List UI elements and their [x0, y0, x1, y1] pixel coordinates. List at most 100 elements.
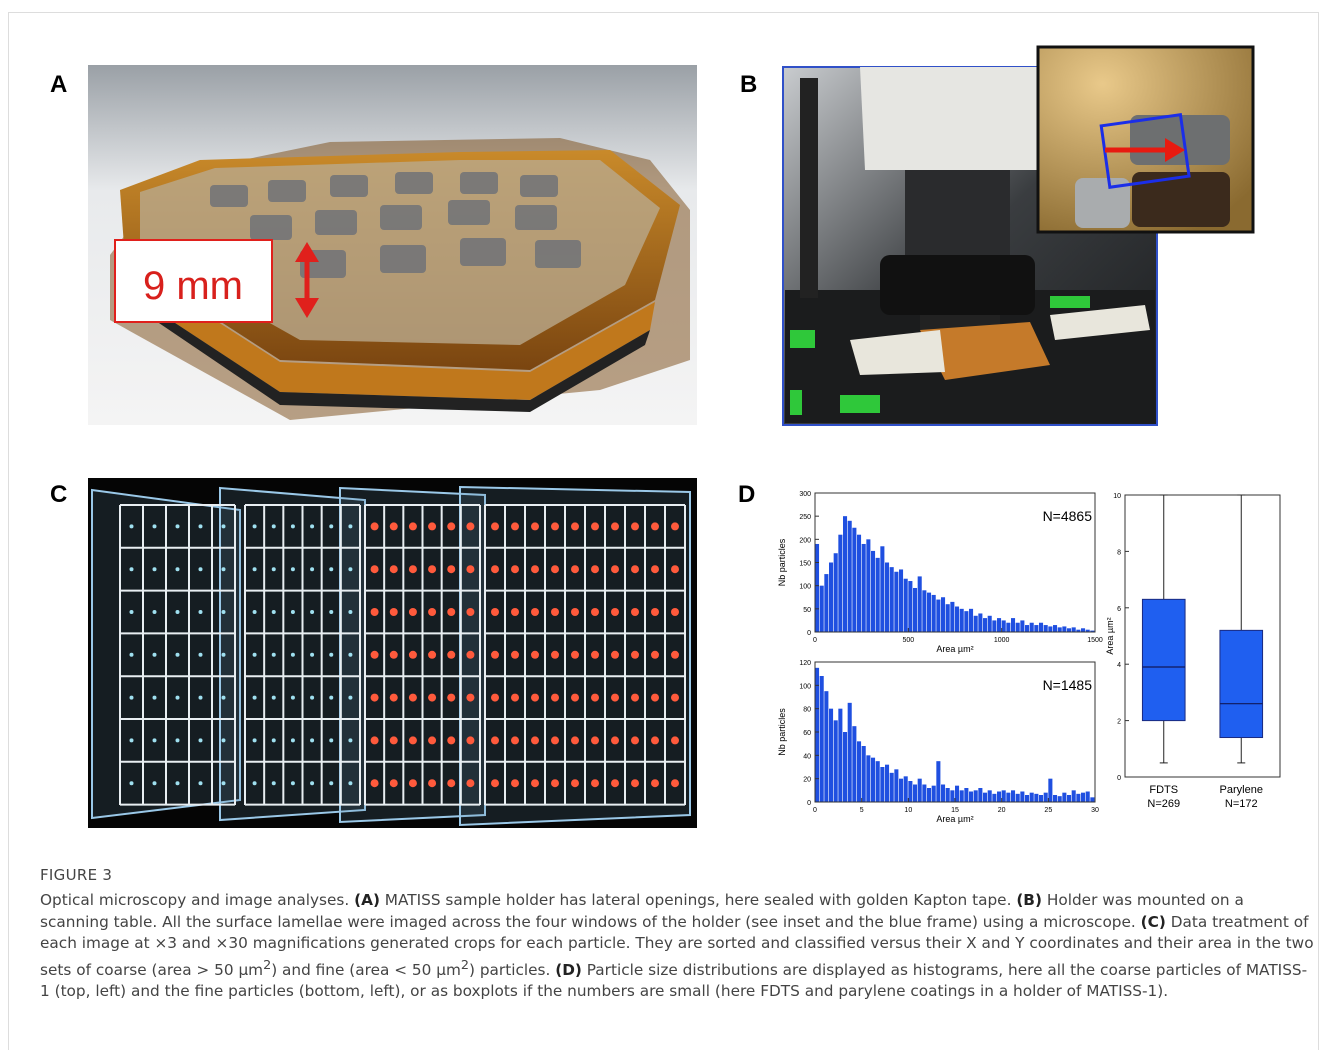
y-tick-label: 80 — [803, 707, 811, 714]
particle-decoration — [370, 779, 379, 788]
histogram-bar — [889, 772, 894, 802]
x-tick-label: 0 — [813, 807, 817, 814]
particle-decoration — [389, 522, 398, 531]
particle-decoration — [531, 608, 539, 616]
histogram-bar — [1043, 792, 1048, 802]
particle-decoration — [290, 738, 295, 743]
histogram-bar — [871, 550, 876, 632]
particle-decoration — [129, 610, 134, 614]
histogram-bar — [917, 778, 922, 802]
histogram-bar — [987, 615, 992, 632]
histogram-bar — [1034, 625, 1039, 632]
particle-decoration — [408, 779, 417, 788]
histogram-bar — [1071, 790, 1076, 802]
histogram-bar — [871, 757, 876, 802]
histogram-bar — [908, 581, 913, 632]
particle-decoration — [551, 522, 559, 531]
histogram-bar — [955, 785, 960, 802]
particle-decoration — [129, 652, 134, 657]
histogram-bar — [1067, 628, 1072, 632]
particle-decoration — [290, 567, 295, 572]
particle-decoration — [447, 693, 456, 702]
particle-decoration — [221, 524, 226, 529]
particle-decoration — [271, 610, 276, 614]
particle-decoration — [511, 608, 519, 616]
particle-decoration — [175, 738, 180, 743]
histogram-bar — [852, 527, 857, 632]
y-tick-label: 60 — [803, 730, 811, 737]
histogram-bar — [866, 755, 871, 802]
histogram-bar — [936, 761, 941, 802]
particle-decoration — [591, 736, 599, 745]
particle-decoration — [447, 779, 456, 788]
particle-decoration — [221, 652, 226, 657]
particle-decoration — [129, 524, 134, 529]
histogram-bar — [1057, 627, 1062, 632]
particle-decoration — [671, 693, 679, 702]
figure-border — [8, 12, 1319, 1050]
particle-decoration — [329, 652, 334, 657]
particle-decoration — [348, 695, 353, 700]
particle-decoration — [329, 738, 334, 743]
y-tick-label: 100 — [799, 584, 811, 591]
histogram-bar — [931, 785, 936, 802]
particle-decoration — [152, 738, 157, 743]
particle-decoration — [310, 695, 315, 700]
particle-decoration — [591, 650, 599, 659]
particle-decoration — [631, 650, 639, 659]
histogram-bar — [1011, 618, 1016, 632]
histogram-bar — [894, 571, 899, 632]
histogram-bar — [1090, 797, 1095, 802]
y-tick-label: 20 — [803, 777, 811, 784]
particle-decoration — [491, 608, 499, 616]
caption-panel-ref: (B) — [1016, 891, 1042, 909]
particle-decoration — [198, 524, 203, 529]
histogram-bar — [875, 761, 880, 802]
histogram-bar — [1029, 622, 1034, 632]
particle-decoration — [271, 652, 276, 657]
x-tick-label: 0 — [813, 637, 817, 644]
histogram-bar — [899, 778, 904, 802]
particle-decoration — [198, 738, 203, 743]
particle-decoration — [290, 524, 295, 529]
histogram-bar — [1034, 793, 1039, 802]
particle-decoration — [671, 522, 679, 531]
particle-decoration — [671, 608, 679, 616]
particle-decoration — [671, 779, 679, 788]
particle-decoration — [198, 695, 203, 700]
histogram-bar — [983, 792, 988, 802]
particle-decoration — [175, 610, 180, 614]
count-label: N=269 — [1147, 798, 1180, 810]
particle-decoration — [531, 565, 539, 574]
particle-decoration — [129, 781, 134, 786]
particle-decoration — [671, 565, 679, 574]
particle-decoration — [571, 608, 579, 616]
particle-decoration — [671, 650, 679, 659]
count-annotation: N=4865 — [1043, 508, 1093, 524]
particle-decoration — [571, 522, 579, 531]
particle-decoration — [651, 522, 659, 531]
particle-decoration — [466, 608, 475, 616]
histogram-bar — [997, 618, 1002, 632]
histogram-bar — [880, 767, 885, 802]
histogram-bar — [903, 578, 908, 632]
histogram-bar — [843, 732, 848, 802]
y-axis-label: Area µm² — [1105, 617, 1115, 654]
particle-decoration — [129, 567, 134, 572]
particle-decoration — [591, 608, 599, 616]
particle-decoration — [408, 736, 417, 745]
x-tick-label: 500 — [902, 637, 914, 644]
particle-decoration — [447, 650, 456, 659]
particle-decoration — [310, 781, 315, 786]
particle-decoration — [631, 608, 639, 616]
particle-decoration — [531, 693, 539, 702]
x-tick-label: 1000 — [994, 637, 1010, 644]
histogram-bar — [875, 557, 880, 632]
histogram-bar — [969, 791, 974, 802]
particle-decoration — [571, 779, 579, 788]
particle-decoration — [348, 652, 353, 657]
histogram-bar — [945, 788, 950, 802]
particle-decoration — [175, 781, 180, 786]
x-tick-label: 5 — [860, 807, 864, 814]
